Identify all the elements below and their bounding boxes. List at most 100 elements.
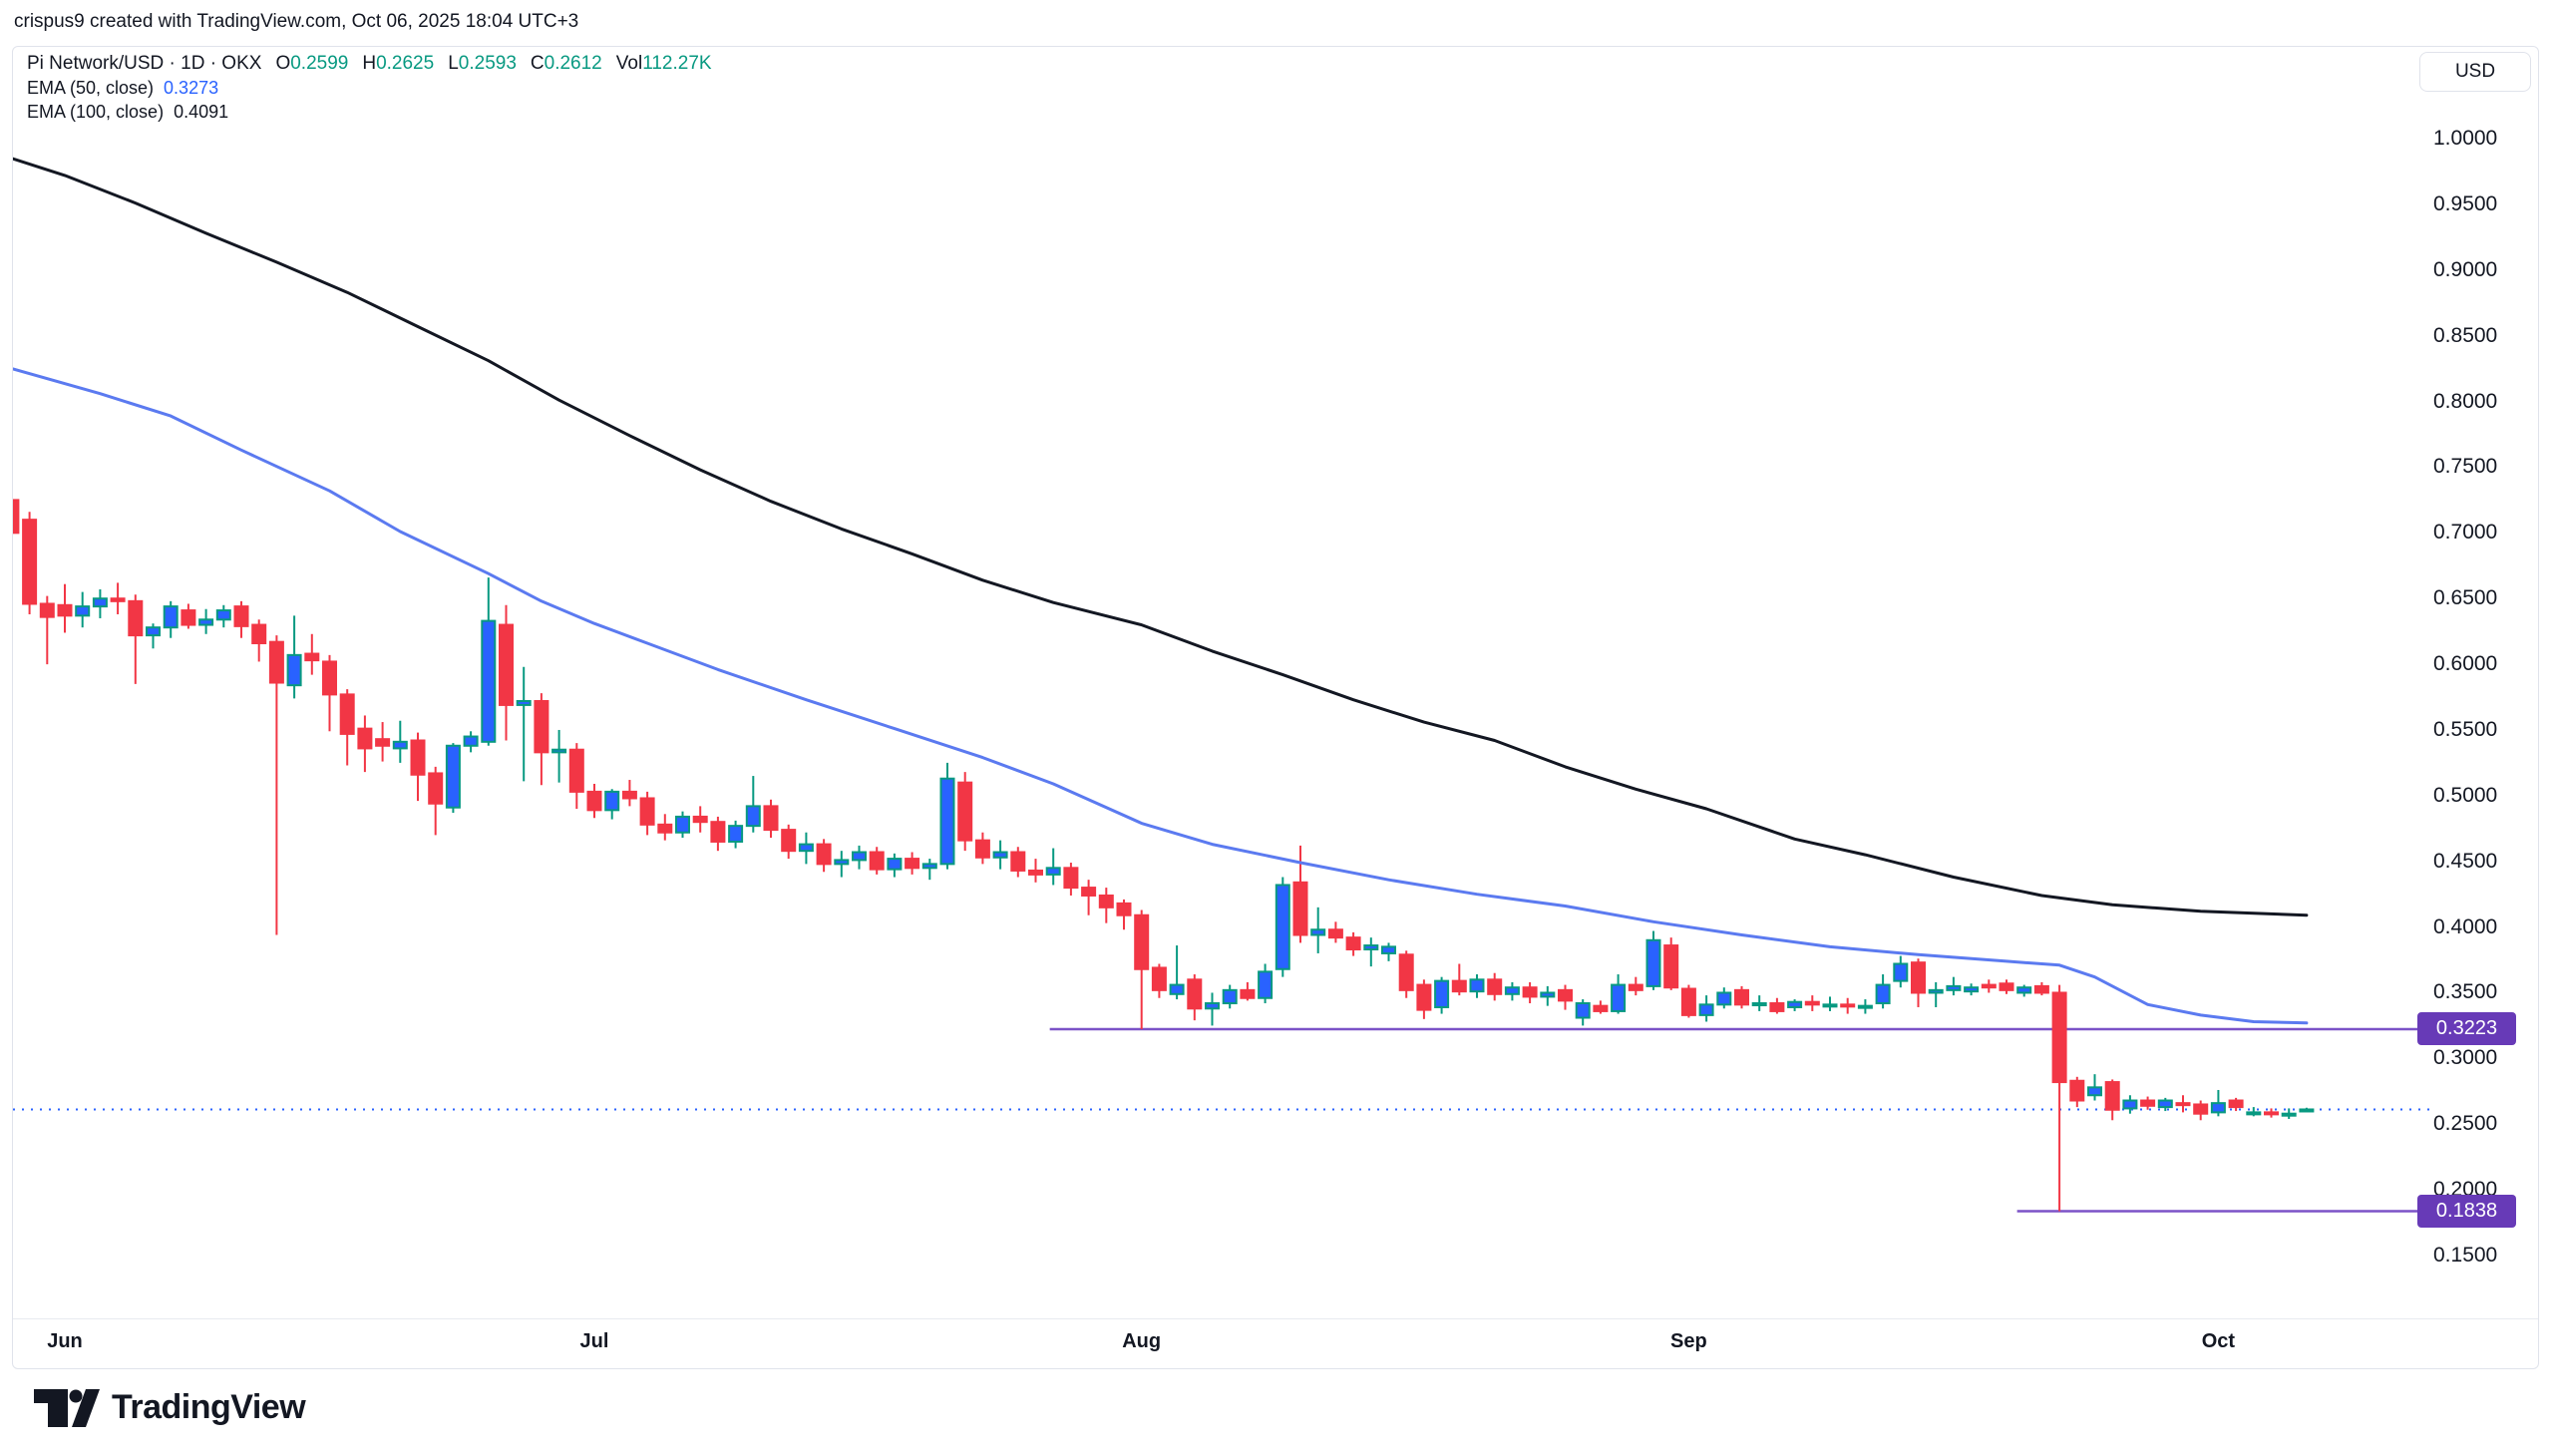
candle <box>516 666 532 782</box>
ema50-legend-row: EMA (50, close) 0.3273 <box>27 76 712 100</box>
candle <box>322 654 337 732</box>
candle <box>1840 997 1856 1014</box>
x-axis-label-aug: Aug <box>1122 1330 1162 1352</box>
candle <box>974 832 990 865</box>
candle <box>621 780 637 807</box>
candle <box>798 832 814 865</box>
candle <box>1205 992 1220 1026</box>
candle <box>392 720 408 763</box>
plot-area[interactable] <box>5 157 2438 1213</box>
time-axis[interactable]: Jun Jul Aug Sep Oct <box>13 1319 2438 1368</box>
candle <box>2122 1095 2138 1114</box>
price-axis[interactable]: 1.0000 0.9500 0.9000 0.8500 0.8000 0.7500 0.70… <box>2430 46 2540 1318</box>
y-axis-label: 0.6000 <box>2433 652 2498 676</box>
candle <box>1628 976 1643 996</box>
candle <box>463 731 479 753</box>
x-axis-label-sep: Sep <box>1670 1330 1707 1352</box>
y-axis-label: 0.8000 <box>2433 389 2498 413</box>
y-axis-label: 0.5500 <box>2433 717 2498 741</box>
candle <box>728 820 744 849</box>
candle <box>1751 995 1767 1011</box>
y-axis-label: 0.2500 <box>2433 1112 2498 1136</box>
high-label: H <box>362 53 377 74</box>
price-flag-0.3223: 0.3223 <box>2417 1012 2516 1046</box>
candle <box>1345 931 1361 956</box>
open-value: 0.2599 <box>290 53 349 74</box>
candle <box>499 604 514 741</box>
candle <box>657 814 673 841</box>
candle <box>2264 1108 2279 1118</box>
candle <box>375 722 391 762</box>
candle <box>410 732 426 802</box>
candle <box>869 847 885 875</box>
candle <box>1611 974 1627 1014</box>
y-axis-label: 0.7500 <box>2433 455 2498 479</box>
y-axis-label: 0.7000 <box>2433 521 2498 545</box>
y-axis-label: 0.9000 <box>2433 257 2498 281</box>
candle <box>13 499 20 535</box>
candle <box>1292 845 1308 943</box>
chart-panel[interactable] <box>12 46 2539 1369</box>
candle <box>1716 987 1732 1009</box>
candle <box>781 824 797 860</box>
candle <box>215 604 231 628</box>
candle <box>957 772 973 852</box>
high-value: 0.2625 <box>376 53 435 74</box>
candle <box>1063 863 1079 896</box>
y-axis-label: 0.1500 <box>2433 1244 2498 1267</box>
candle <box>428 766 444 836</box>
candle <box>1010 847 1026 878</box>
open-label: O <box>275 53 291 74</box>
candle <box>2016 984 2032 997</box>
low-value: 0.2593 <box>458 53 517 74</box>
candle <box>2228 1097 2244 1112</box>
tradingview-logo-icon <box>34 1388 100 1427</box>
candle <box>1187 974 1203 1021</box>
candle <box>1645 930 1661 990</box>
candle <box>568 743 584 810</box>
candle <box>834 851 850 878</box>
candle <box>1981 979 1997 993</box>
candle <box>251 619 267 662</box>
currency-usd-button[interactable]: USD <box>2419 52 2531 92</box>
candle <box>198 608 214 634</box>
volume-value: 112.27K <box>642 53 712 74</box>
tradingview-logo[interactable]: TradingView <box>34 1388 306 1427</box>
candle <box>1911 958 1926 1007</box>
candle <box>1434 976 1450 1014</box>
candle <box>1964 983 1980 996</box>
ema100-value: 0.4091 <box>174 102 229 122</box>
candle <box>339 689 355 766</box>
candle <box>2087 1074 2102 1101</box>
candle <box>481 577 497 746</box>
ema50-label: EMA (50, close) <box>27 78 155 98</box>
candle <box>357 715 373 773</box>
candle <box>1398 950 1414 998</box>
candle <box>1469 974 1485 998</box>
tradingview-logo-text: TradingView <box>112 1388 306 1426</box>
candle <box>2193 1100 2209 1121</box>
candle <box>2157 1097 2173 1112</box>
candle <box>75 591 91 628</box>
y-axis-label: 0.5000 <box>2433 783 2498 807</box>
candle <box>2246 1107 2262 1117</box>
candle <box>1134 910 1150 1029</box>
candle <box>181 603 196 629</box>
candle <box>39 595 55 665</box>
candle <box>1258 963 1274 1004</box>
candle <box>1169 945 1185 1000</box>
candle <box>2069 1076 2085 1108</box>
candle <box>2033 981 2049 996</box>
candle <box>1946 976 1962 996</box>
candle <box>1275 877 1290 977</box>
candle <box>2104 1079 2120 1121</box>
candle <box>1487 972 1503 1001</box>
candle <box>992 840 1008 870</box>
close-label: C <box>530 53 545 74</box>
candle <box>1116 899 1132 930</box>
y-axis-label: 0.6500 <box>2433 586 2498 610</box>
candle <box>1504 981 1520 1001</box>
candle <box>692 806 708 833</box>
